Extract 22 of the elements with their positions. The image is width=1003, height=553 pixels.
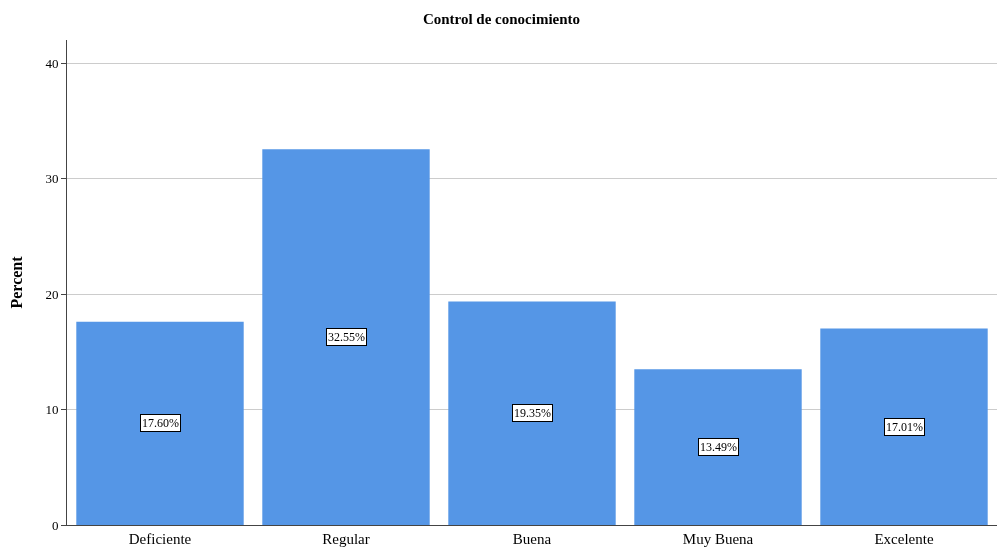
- x-tick-label: Buena: [512, 531, 552, 547]
- data-label: 17.60%: [142, 416, 179, 430]
- bar: [76, 321, 244, 525]
- y-tick-label: 20: [45, 286, 59, 302]
- x-tick-label: Deficiente: [128, 531, 192, 547]
- y-tick-label: 40: [45, 55, 59, 71]
- bar: [448, 301, 616, 525]
- x-tick-label: Excelente: [874, 531, 934, 547]
- data-label: 17.01%: [886, 420, 923, 434]
- y-axis-title: Percent: [8, 255, 26, 309]
- y-tick-label: 0: [51, 517, 59, 533]
- bar: [634, 369, 802, 525]
- bar: [820, 328, 988, 525]
- data-label: 19.35%: [514, 406, 551, 420]
- y-tick-label: 10: [45, 402, 59, 418]
- x-tick-label: Regular: [322, 531, 370, 547]
- y-tick-label: 30: [45, 171, 59, 187]
- chart-title: Control de conocimiento: [422, 11, 581, 28]
- data-label: 13.49%: [700, 440, 737, 454]
- bar: [262, 149, 430, 525]
- x-tick-label: Muy Buena: [682, 531, 754, 547]
- data-label: 32.55%: [328, 330, 365, 344]
